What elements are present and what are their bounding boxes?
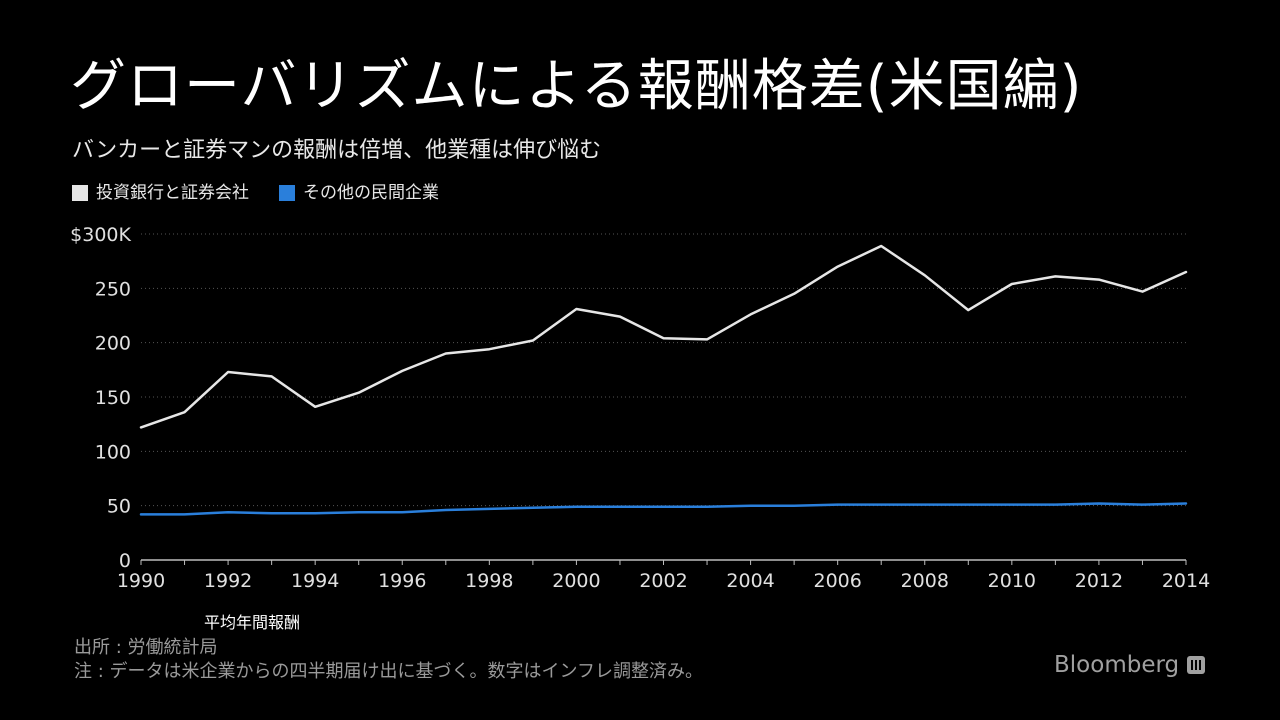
y-tick-label: 150: [95, 387, 131, 409]
y-tick-label: $300K: [70, 224, 131, 246]
chart-subtitle: バンカーと証券マンの報酬は倍増、他業種は伸び悩む: [72, 138, 602, 163]
bloomberg-bars-icon: [1187, 656, 1206, 674]
x-tick-label: 2006: [813, 570, 861, 592]
chart-title: グローバリズムによる報酬格差(米国編): [70, 54, 1083, 119]
x-tick-label: 2008: [901, 570, 949, 592]
axis-layer: 0 50 100 150 200 250 $300K 1990 1992 1994 1996 1998…: [70, 224, 1210, 592]
legend-swatch-other: [279, 185, 295, 201]
x-tick-label: 1990: [117, 570, 165, 592]
bloomberg-logo: Bloomberg: [1054, 652, 1206, 678]
legend-swatch-investment: [72, 185, 88, 201]
legend-item-investment: 投資銀行と証券会社: [72, 182, 249, 204]
source-note: 出所 : 労働統計局: [74, 637, 218, 658]
footnote: 注 : データは米企業からの四半期届け出に基づく。数字はインフレ調整済み。: [74, 661, 703, 682]
series-line-investment: [139, 244, 1188, 429]
x-tick-label: 2014: [1162, 570, 1210, 592]
chart-legend: 投資銀行と証券会社 その他の民間企業: [72, 182, 469, 204]
y-tick-label: 50: [107, 496, 131, 518]
x-tick-label: 1994: [291, 570, 339, 592]
x-tick-label: 1992: [204, 570, 252, 592]
x-tick-label: 1998: [465, 570, 513, 592]
legend-label-investment: 投資銀行と証券会社: [96, 183, 249, 203]
series-line-other: [139, 502, 1188, 516]
metric-label: 平均年間報酬: [204, 613, 301, 632]
x-tick-label: 2004: [726, 570, 774, 592]
brand-name: Bloomberg: [1054, 652, 1180, 678]
y-tick-label: 200: [95, 333, 131, 355]
y-tick-label: 100: [95, 441, 131, 463]
legend-label-other: その他の民間企業: [303, 183, 439, 203]
x-tick-label: 2002: [639, 570, 687, 592]
x-tick-label: 2010: [988, 570, 1036, 592]
x-tick-label: 2000: [552, 570, 600, 592]
grid-layer: [141, 233, 1186, 507]
x-tick-label: 2012: [1075, 570, 1123, 592]
series-layer: [139, 244, 1188, 516]
y-tick-label: 0: [119, 550, 131, 572]
x-tick-label: 1996: [378, 570, 426, 592]
legend-item-other: その他の民間企業: [279, 182, 439, 204]
y-tick-label: 250: [95, 278, 131, 300]
